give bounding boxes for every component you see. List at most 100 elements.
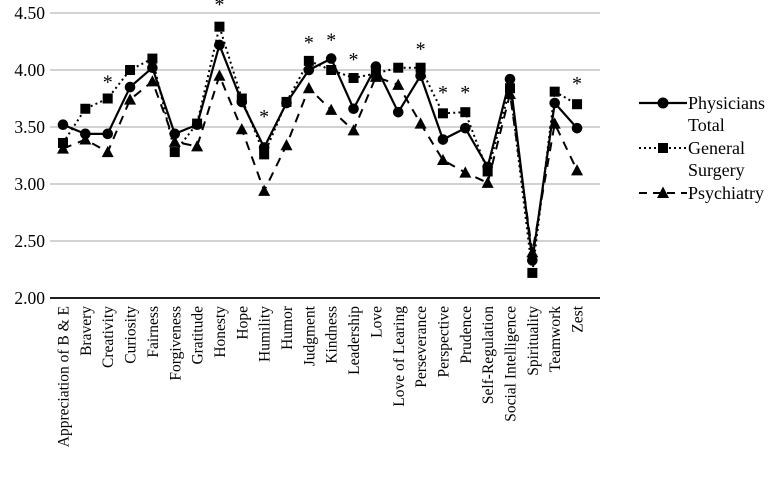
x-category-label: Social Intelligence — [503, 306, 520, 422]
x-category-label: Prudence — [458, 306, 475, 364]
y-tick-label: 3.50 — [14, 117, 45, 137]
significance-asterisk: * — [460, 82, 470, 104]
y-tick-label: 3.00 — [14, 174, 45, 194]
marker-circle-physicians-total — [348, 103, 359, 115]
x-category-label: Teamwork — [547, 306, 564, 372]
marker-triangle-psychiatry — [347, 124, 360, 136]
marker-triangle-psychiatry — [280, 139, 293, 151]
x-category-label: Love — [368, 306, 385, 338]
marker-triangle-psychiatry — [414, 117, 427, 129]
significance-asterisk: * — [438, 82, 448, 104]
marker-square-general-surgery — [147, 53, 158, 64]
y-tick-label: 4.50 — [14, 3, 45, 23]
y-tick-label: 2.00 — [14, 288, 45, 308]
legend-entry-general-surgery: General Surgery — [638, 137, 770, 181]
marker-circle-physicians-total — [169, 128, 181, 140]
marker-circle-physicians-total — [527, 255, 538, 266]
marker-circle-physicians-total — [460, 122, 471, 134]
x-category-label: Humility — [257, 306, 274, 362]
series-line-general-surgery — [62, 22, 578, 274]
series-line-physicians-total — [62, 41, 578, 261]
legend-label: Physicians — [688, 93, 766, 113]
significance-asterisk: * — [326, 30, 336, 52]
significance-asterisk: * — [103, 72, 113, 94]
x-category-label: Bravery — [78, 306, 95, 356]
x-category-label: Humor — [279, 305, 296, 350]
marker-circle-physicians-total — [214, 39, 225, 51]
marker-triangle-psychiatry — [101, 145, 114, 158]
marker-triangle-psychiatry — [57, 142, 69, 154]
marker-triangle-psychiatry — [79, 133, 92, 145]
marker-triangle-psychiatry — [258, 184, 271, 196]
marker-triangle-psychiatry — [504, 87, 516, 99]
marker-square-general-surgery — [80, 103, 91, 114]
marker-circle-physicians-total — [437, 134, 449, 145]
significance-asterisk: * — [416, 39, 426, 61]
marker-square-general-surgery — [393, 62, 404, 73]
marker-triangle-psychiatry — [146, 75, 159, 87]
legend: Physicians Total General Surgery Psychia… — [638, 92, 770, 205]
marker-triangle-psychiatry — [392, 78, 405, 90]
x-category-label: Leadership — [346, 306, 363, 375]
legend-entry-psychiatry: Psychiatry — [638, 182, 770, 204]
marker-triangle-psychiatry — [481, 176, 494, 188]
marker-circle-physicians-total — [102, 128, 113, 140]
marker-triangle-psychiatry — [325, 103, 338, 115]
legend-label: General — [688, 138, 745, 158]
marker-square-general-surgery — [527, 267, 538, 278]
marker-square-general-surgery — [326, 65, 337, 75]
x-category-label: Gratitude — [190, 306, 207, 365]
marker-circle-physicians-total — [57, 119, 69, 131]
solid-line-circle-marker-icon — [639, 97, 687, 109]
significance-asterisk: * — [572, 73, 582, 95]
marker-square-general-surgery — [192, 118, 203, 129]
x-category-label: Fairness — [145, 306, 162, 358]
x-category-label: Spirituality — [525, 306, 542, 376]
marker-triangle-psychiatry — [571, 164, 584, 176]
significance-asterisk: * — [214, 0, 224, 16]
significance-asterisk: * — [349, 49, 359, 71]
marker-circle-physicians-total — [571, 122, 583, 134]
marker-triangle-psychiatry — [526, 246, 539, 258]
y-tick-label: 2.50 — [14, 231, 45, 251]
legend-entry-physicians-total: Physicians Total — [638, 92, 770, 136]
dashed-line-triangle-marker-icon — [639, 186, 687, 198]
x-category-label: Honesty — [212, 306, 229, 358]
marker-square-general-surgery — [460, 107, 471, 118]
marker-triangle-psychiatry — [302, 82, 315, 94]
marker-square-general-surgery — [281, 96, 292, 107]
marker-circle-physicians-total — [392, 106, 404, 118]
marker-square-general-surgery — [236, 93, 247, 104]
marker-circle-physicians-total — [124, 81, 136, 93]
marker-square-general-surgery — [125, 65, 136, 75]
x-category-label: Self-Regulation — [480, 306, 497, 404]
marker-circle-physicians-total — [549, 97, 560, 109]
x-category-label: Perspective — [435, 306, 452, 378]
marker-circle-physicians-total — [303, 64, 315, 76]
marker-triangle-psychiatry — [548, 117, 561, 129]
marker-square-general-surgery — [303, 55, 314, 66]
y-tick-label: 4.00 — [14, 60, 45, 80]
marker-triangle-psychiatry — [436, 153, 449, 166]
legend-label: Total — [688, 115, 725, 135]
x-category-label: Forgiveness — [167, 306, 184, 381]
marker-square-general-surgery — [437, 108, 448, 119]
significance-asterisk: * — [259, 106, 269, 128]
marker-circle-physicians-total — [147, 62, 158, 74]
legend-label: Surgery — [688, 160, 745, 180]
marker-circle-physicians-total — [504, 73, 516, 85]
x-category-label: Love of Learing — [391, 306, 408, 407]
marker-triangle-psychiatry — [235, 123, 248, 135]
legend-label: Psychiatry — [688, 183, 764, 203]
marker-square-general-surgery — [102, 93, 113, 104]
marker-square-general-surgery — [572, 99, 583, 110]
x-category-label: Appreciation of B & E — [56, 306, 73, 447]
x-category-label: Curiosity — [123, 306, 140, 364]
x-category-label: Zest — [570, 305, 587, 332]
x-category-label: Judgment — [301, 305, 318, 366]
significance-asterisk: * — [304, 32, 314, 54]
x-category-label: Creativity — [100, 306, 117, 368]
marker-triangle-psychiatry — [124, 93, 137, 105]
